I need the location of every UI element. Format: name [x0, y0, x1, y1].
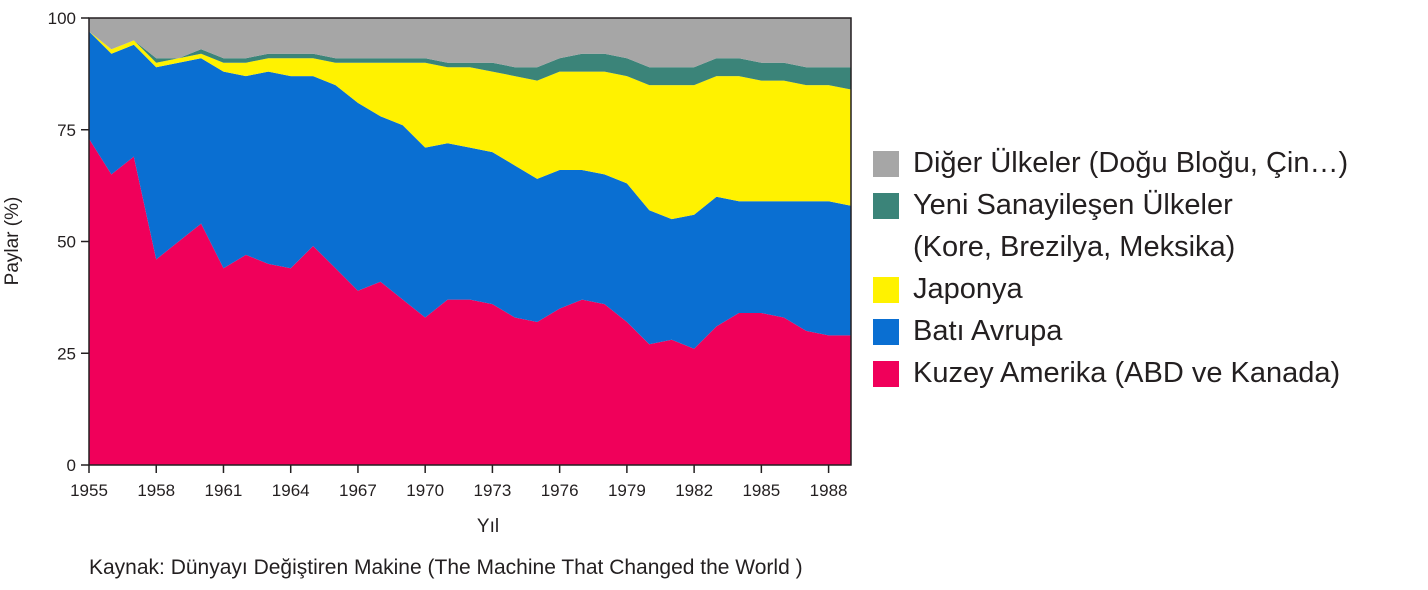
y-axis-title: Paylar (%) [2, 197, 23, 286]
area-kuzey-amerika-abd-ve-kanada [89, 138, 851, 465]
x-tick-label: 1967 [339, 481, 377, 500]
axes: 1955 1958 1961 1964 1967 1970 1973 1976 1979 1982… [48, 9, 852, 500]
legend-swatch-yeni-sanayilesen [873, 193, 899, 219]
y-tick-label: 100 [48, 9, 76, 28]
source-caption: Kaynak: Dünyayı Değiştiren Makine (The M… [89, 556, 803, 579]
legend-swatch-kuzey-amerika [873, 361, 899, 387]
x-tick-label: 1958 [137, 481, 175, 500]
legend-swatch-bati-avrupa [873, 319, 899, 345]
x-tick-label: 1985 [742, 481, 780, 500]
legend-item-yeni-sanayilesen: Yeni Sanayileşen Ülkeler (Kore, Brezilya… [873, 184, 1423, 268]
legend: Diğer Ülkeler (Doğu Bloğu, Çin…) Yeni Sa… [873, 142, 1423, 394]
legend-label-kuzey-amerika: Kuzey Amerika (ABD ve Kanada) [913, 357, 1341, 389]
x-tick-label: 1982 [675, 481, 713, 500]
legend-label-bati-avrupa: Batı Avrupa [913, 315, 1063, 347]
x-tick-label: 1973 [473, 481, 511, 500]
x-tick-label: 1955 [70, 481, 108, 500]
area-yeni-sanayile-en-lkeler [89, 31, 851, 90]
y-tick-label: 75 [57, 121, 76, 140]
plot-areas [89, 18, 851, 465]
area-bat-avrupa [89, 31, 851, 349]
y-tick-label: 25 [57, 344, 76, 363]
x-tick-label: 1961 [205, 481, 243, 500]
legend-item-bati-avrupa: Batı Avrupa [873, 310, 1423, 352]
y-tick-label: 0 [67, 456, 76, 475]
area-japonya [89, 31, 851, 220]
legend-item-kuzey-amerika: Kuzey Amerika (ABD ve Kanada) [873, 352, 1423, 394]
x-tick-label: 1964 [272, 481, 310, 500]
x-tick-label: 1988 [810, 481, 848, 500]
legend-label-japonya: Japonya [913, 273, 1023, 305]
legend-item-diger: Diğer Ülkeler (Doğu Bloğu, Çin…) [873, 142, 1423, 184]
x-tick-label: 1976 [541, 481, 579, 500]
area-di-er-lkeler-do-u-blo-u-in [89, 18, 851, 68]
legend-label-yeni-sanayilesen: Yeni Sanayileşen Ülkeler (Kore, Brezilya… [913, 189, 1236, 263]
x-tick-label: 1979 [608, 481, 646, 500]
y-tick-label: 50 [57, 233, 76, 252]
x-tick-label: 1970 [406, 481, 444, 500]
legend-swatch-diger [873, 151, 899, 177]
legend-item-japonya: Japonya [873, 268, 1423, 310]
legend-label-diger: Diğer Ülkeler (Doğu Bloğu, Çin…) [913, 147, 1349, 179]
x-axis-title: Yıl [477, 516, 499, 537]
legend-swatch-japonya [873, 277, 899, 303]
